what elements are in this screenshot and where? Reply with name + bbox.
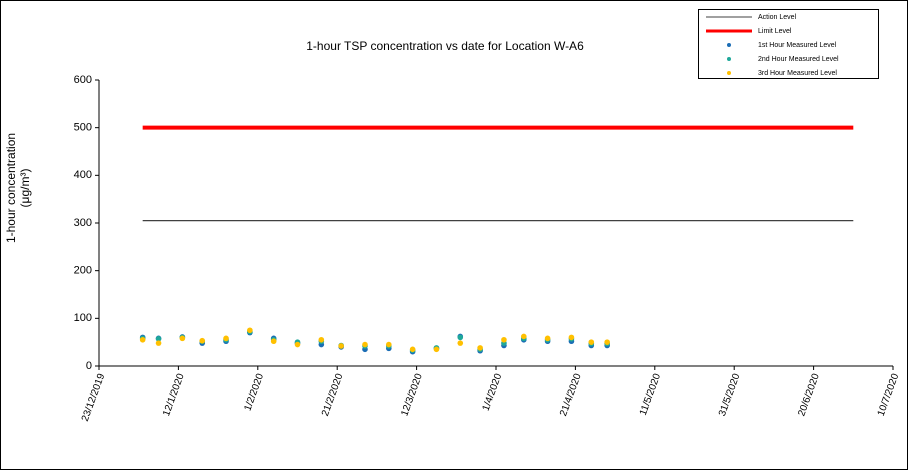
- data-point: [247, 327, 253, 334]
- data-point: [179, 335, 186, 342]
- data-point: [270, 338, 277, 345]
- data-point: [520, 333, 527, 340]
- data-point: [223, 335, 229, 342]
- data-point: [568, 334, 575, 341]
- legend-swatch: [727, 43, 731, 47]
- data-point: [199, 337, 206, 344]
- data-point: [155, 340, 162, 346]
- data-point: [362, 341, 368, 348]
- legend-label: Action Level: [758, 14, 797, 21]
- y-tick-label: 400: [74, 169, 92, 181]
- data-point: [139, 336, 146, 343]
- data-point: [457, 334, 464, 341]
- data-point: [501, 336, 507, 343]
- legend-label: 2nd Hour Measured Level: [758, 56, 839, 63]
- data-point: [604, 339, 610, 345]
- y-axis-label: 1-hour concentration: [4, 133, 18, 243]
- data-point: [433, 346, 440, 353]
- data-point: [409, 346, 416, 353]
- data-point: [588, 339, 595, 345]
- data-point: [544, 335, 551, 342]
- data-point: [386, 341, 392, 348]
- data-point: [477, 345, 483, 351]
- legend-label: Limit Level: [758, 28, 792, 35]
- y-tick-label: 100: [74, 312, 92, 324]
- y-tick-label: 600: [74, 74, 92, 86]
- y-tick-label: 500: [74, 122, 92, 134]
- y-axis-label: (μg/m³): [18, 169, 32, 208]
- legend-label: 3rd Hour Measured Level: [758, 70, 837, 77]
- y-tick-label: 0: [86, 360, 92, 372]
- legend-swatch: [727, 57, 731, 61]
- y-tick-label: 200: [74, 265, 92, 277]
- legend-swatch: [727, 71, 731, 75]
- data-point: [294, 341, 301, 348]
- data-point: [457, 340, 464, 346]
- data-point: [318, 336, 325, 343]
- data-point: [155, 336, 162, 342]
- chart-title: 1-hour TSP concentration vs date for Loc…: [306, 39, 584, 53]
- y-tick-label: 300: [74, 217, 92, 229]
- legend-label: 1st Hour Measured Level: [758, 42, 837, 49]
- data-point: [338, 343, 344, 349]
